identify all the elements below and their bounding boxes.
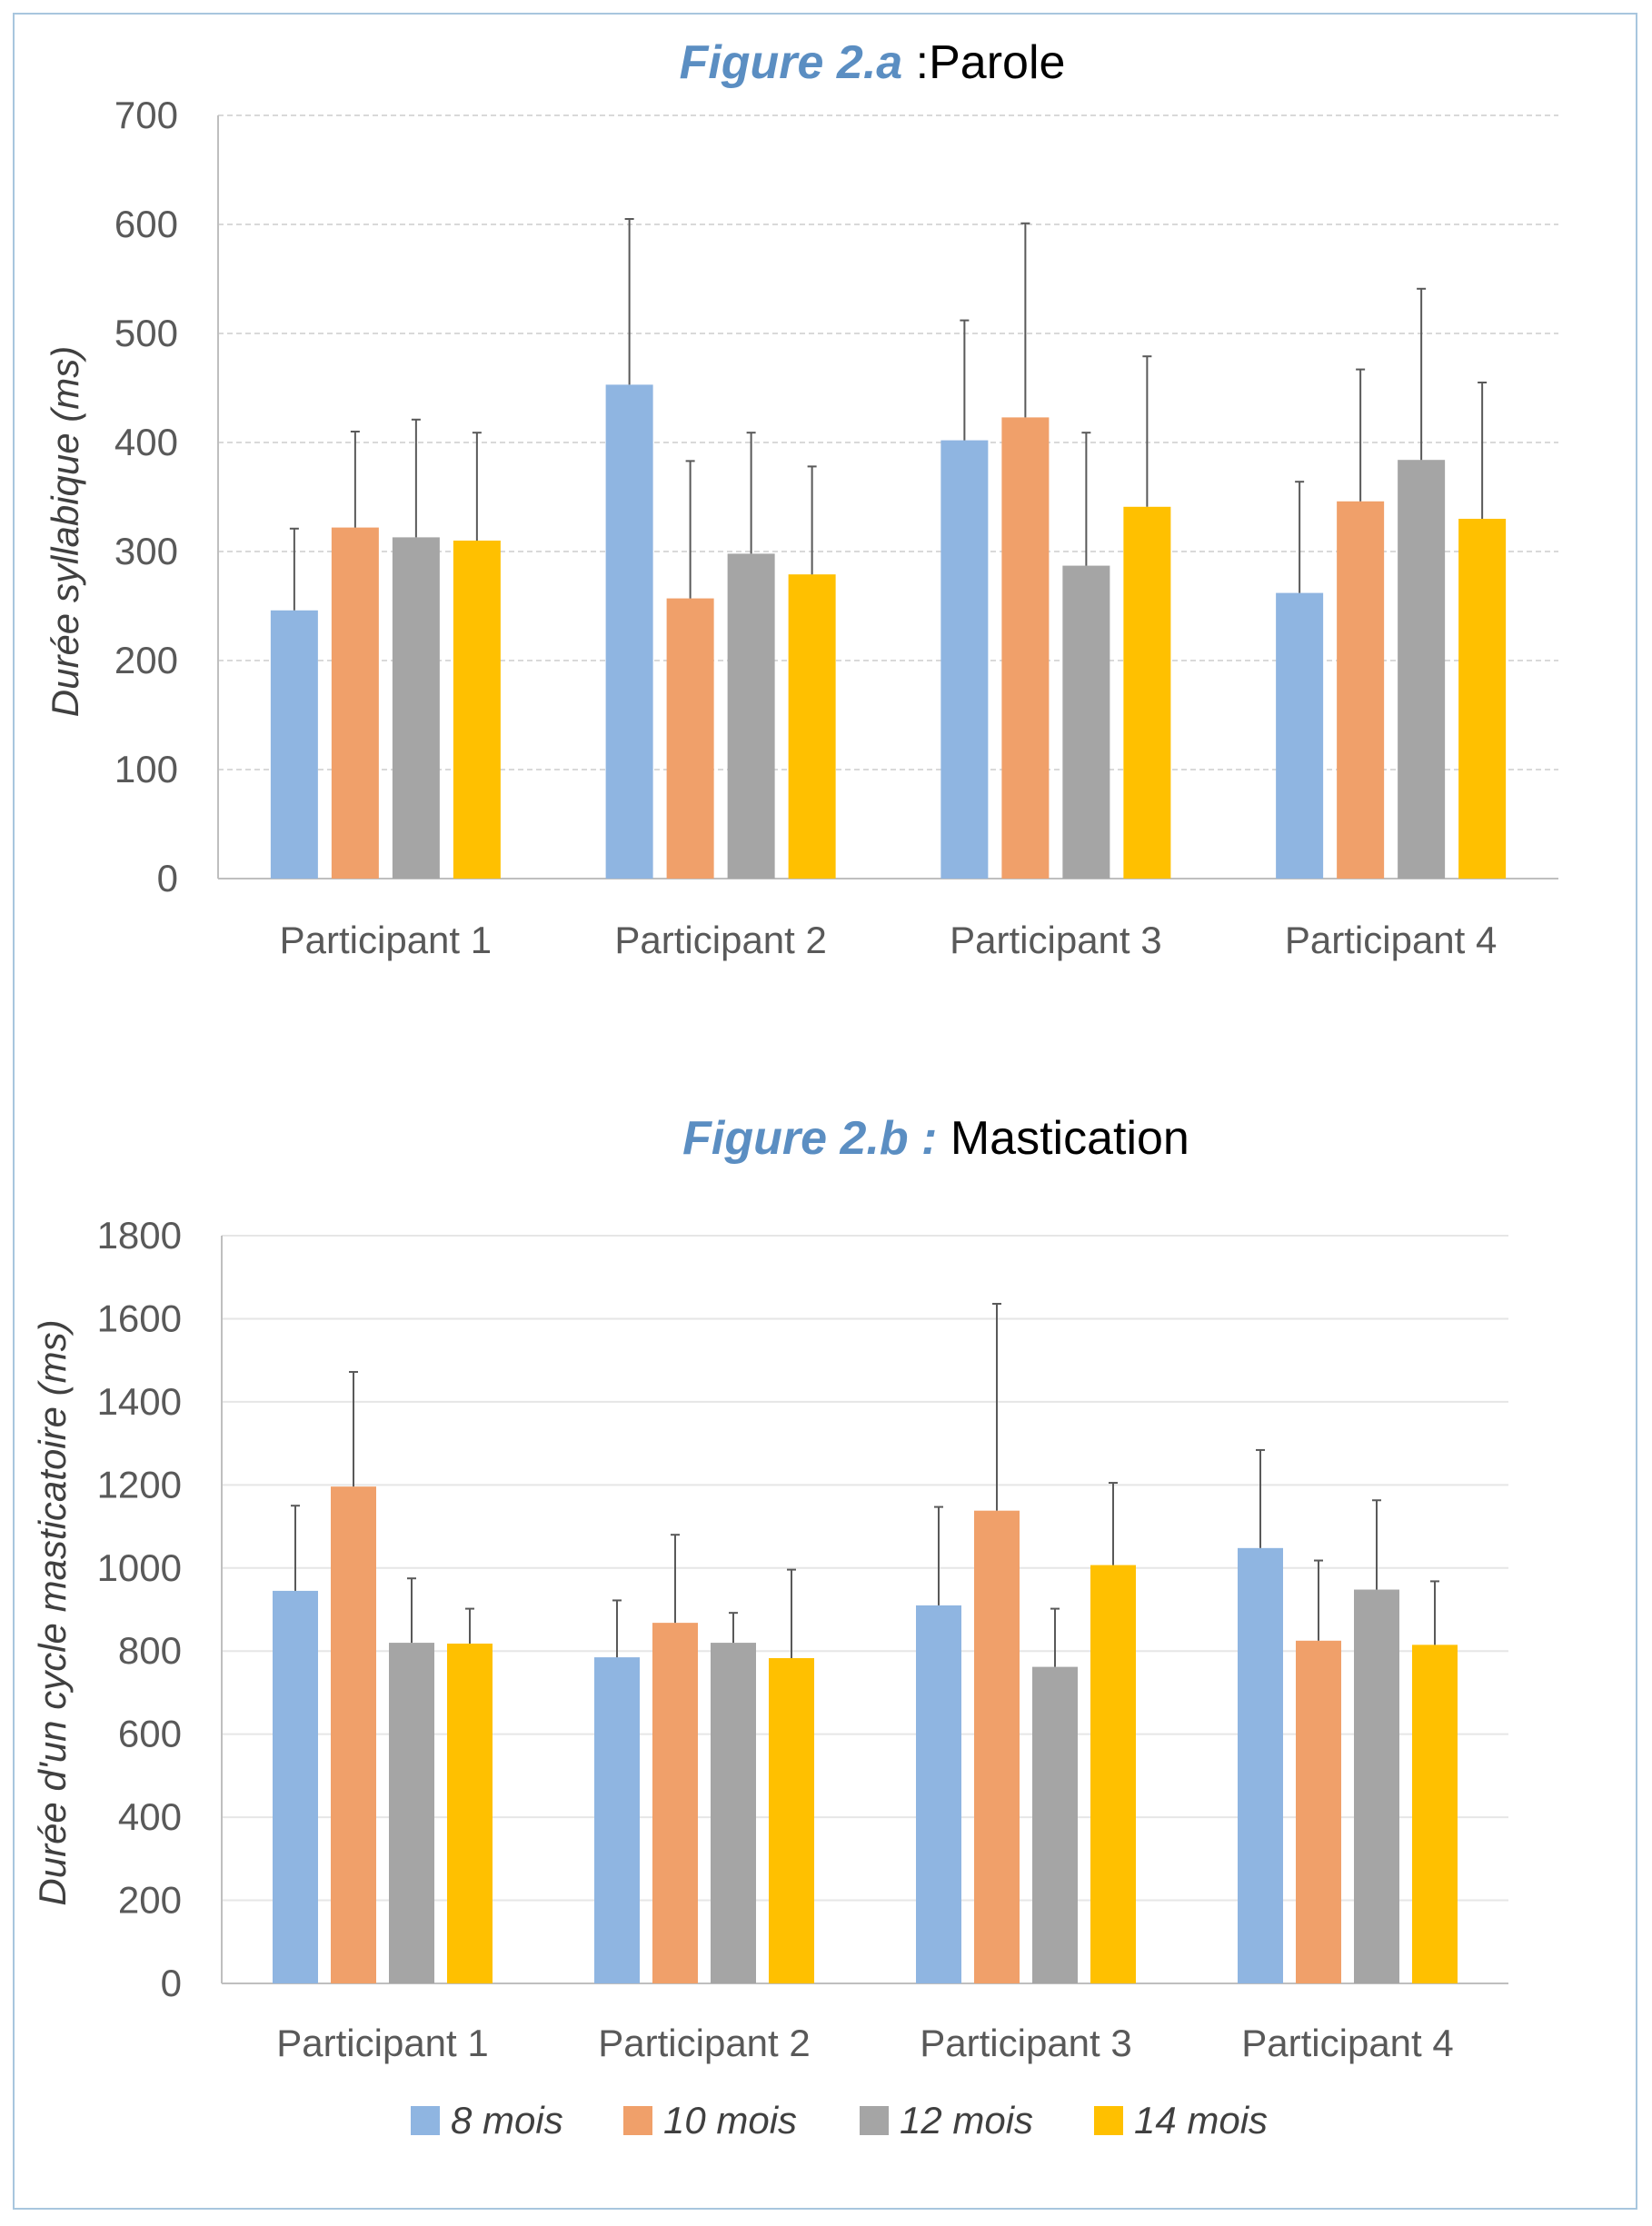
chart-b-y-tick-label: 800: [118, 1629, 182, 1672]
chart-b-y-tick-label: 1000: [97, 1546, 182, 1589]
chart-a-y-tick-label: 500: [114, 312, 178, 354]
chart-a-bar-12-mois-p1: [392, 537, 440, 879]
chart-a-title-text: :Parole: [902, 36, 1065, 89]
chart-b-bar-8-mois-p3: [916, 1605, 961, 1983]
chart-a-bar-12-mois-p2: [727, 553, 775, 879]
legend-swatch-12-mois: [860, 2106, 889, 2135]
chart-b-bar-10-mois-p4: [1296, 1640, 1341, 1983]
chart-a-y-tick-label: 600: [114, 203, 178, 245]
chart-b-title-text: Mastication: [937, 1112, 1189, 1165]
chart-b-bar-8-mois-p1: [273, 1590, 318, 1983]
legend-swatch-8-mois: [411, 2106, 440, 2135]
chart-a-bar-12-mois-p4: [1398, 460, 1446, 879]
chart-b-bar-12-mois-p4: [1354, 1589, 1399, 1983]
chart-a-bar-8-mois-p3: [940, 440, 989, 879]
chart-a-y-tick-label: 200: [114, 639, 178, 681]
chart-b-bar-10-mois-p3: [974, 1510, 1020, 1983]
chart-a-bar-10-mois-p2: [666, 598, 714, 879]
chart-b-bar-12-mois-p2: [711, 1643, 756, 1983]
chart-b-y-tick-label: 1600: [97, 1297, 182, 1339]
chart-a-bar-12-mois-p3: [1062, 565, 1110, 879]
chart-b-bar-8-mois-p2: [594, 1657, 640, 1983]
chart-b-y-axis-title: Durée d'un cycle masticatoire (ms): [31, 1319, 74, 1905]
chart-a-bar-8-mois-p4: [1276, 592, 1324, 879]
chart-a-bar-10-mois-p4: [1337, 501, 1385, 879]
chart-b-figure-label: Figure 2.b :: [682, 1112, 937, 1165]
chart-b-bar-14-mois-p1: [447, 1643, 493, 1983]
chart-a-x-category-label: Participant 2: [614, 919, 826, 961]
chart-a-x-category-label: Participant 3: [950, 919, 1161, 961]
chart-b-x-category-label: Participant 3: [920, 2022, 1131, 2064]
legend: 8 mois 10 mois 12 mois 14 mois: [411, 2099, 1268, 2142]
chart-b-y-tick-label: 1200: [97, 1463, 182, 1506]
chart-a-bar-14-mois-p2: [788, 574, 836, 879]
chart-a-y-tick-label: 0: [157, 857, 178, 899]
chart-a-bar-10-mois-p1: [331, 527, 379, 879]
legend-swatch-10-mois: [623, 2106, 652, 2135]
chart-b-y-tick-label: 0: [161, 1962, 182, 2004]
chart-a-figure-label: Figure 2.a: [680, 36, 903, 89]
chart-a-bar-8-mois-p2: [605, 384, 653, 879]
legend-label-8-mois: 8 mois: [451, 2099, 563, 2142]
legend-swatch-14-mois: [1094, 2106, 1123, 2135]
chart-a-bar-14-mois-p4: [1458, 519, 1507, 879]
chart-b-bar-10-mois-p1: [331, 1486, 376, 1983]
chart-a-bar-10-mois-p3: [1001, 417, 1050, 879]
chart-a-x-category-label: Participant 4: [1285, 919, 1497, 961]
chart-a-bar-14-mois-p3: [1123, 506, 1171, 879]
chart-a-y-tick-label: 300: [114, 530, 178, 572]
chart-b-y-tick-label: 400: [118, 1795, 182, 1838]
chart-a-y-tick-label: 400: [114, 421, 178, 463]
chart-b-bar-8-mois-p4: [1238, 1547, 1283, 1983]
legend-label-12-mois: 12 mois: [900, 2099, 1033, 2142]
chart-b-plot: 0 200 400 600 800 1000 1200 1400 1600 1800 Partici…: [97, 1214, 1508, 2064]
chart-a-plot: 0 100 200 300 400 500 600 700 Participant 1 Parti…: [114, 94, 1558, 961]
chart-b-bar-14-mois-p4: [1412, 1645, 1458, 1983]
chart-b-x-category-label: Participant 2: [598, 2022, 810, 2064]
chart-b-title: Figure 2.b : Mastication: [682, 1112, 1189, 1165]
chart-b-x-category-label: Participant 4: [1241, 2022, 1453, 2064]
chart-b-bar-14-mois-p2: [769, 1657, 814, 1983]
chart-b-x-category-label: Participant 1: [276, 2022, 488, 2064]
legend-label-10-mois: 10 mois: [663, 2099, 797, 2142]
legend-label-14-mois: 14 mois: [1134, 2099, 1268, 2142]
chart-b-bar-12-mois-p3: [1032, 1666, 1078, 1983]
chart-b-bar-10-mois-p2: [652, 1623, 698, 1983]
chart-a-y-axis-title: Durée syllabique (ms): [44, 346, 86, 717]
figure-frame: [13, 13, 1637, 2210]
chart-b-bar-12-mois-p1: [389, 1643, 434, 1983]
chart-b-y-tick-label: 1400: [97, 1380, 182, 1423]
chart-a-bar-14-mois-p1: [453, 541, 501, 879]
chart-a-title: Figure 2.a :Parole: [680, 36, 1066, 89]
chart-b-bar-14-mois-p3: [1090, 1565, 1136, 1983]
chart-b-y-tick-label: 1800: [97, 1214, 182, 1257]
chart-b-y-tick-label: 600: [118, 1713, 182, 1755]
chart-a-bar-8-mois-p1: [270, 610, 318, 879]
chart-b-y-tick-label: 200: [118, 1879, 182, 1922]
chart-a-x-category-label: Participant 1: [280, 919, 492, 961]
chart-a-y-tick-label: 100: [114, 748, 178, 790]
chart-a-y-tick-label: 700: [114, 94, 178, 136]
